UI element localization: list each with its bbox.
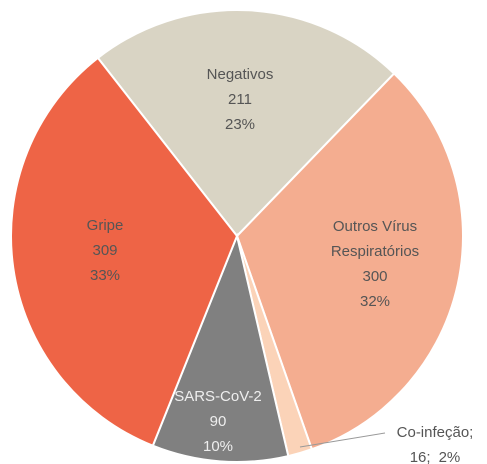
slice-label: Gripe 309 33% xyxy=(50,213,160,288)
percentage-label: 32% xyxy=(359,293,391,310)
value-label: 211 xyxy=(228,91,252,108)
value-label: 309 xyxy=(92,242,118,259)
slice-label: Negativos 211 23% xyxy=(180,62,300,137)
category-label: SARS-CoV-2 xyxy=(174,388,262,405)
value-label: 16; xyxy=(409,449,431,464)
category-label: Gripe xyxy=(86,217,124,234)
percentage-label: 33% xyxy=(89,267,121,284)
category-label: Outros Vírus Respiratórios xyxy=(330,218,420,260)
value-row: 16; 2% xyxy=(380,445,487,464)
percentage-label: 10% xyxy=(202,438,234,455)
percentage-label: 23% xyxy=(224,116,256,133)
percentage-label: 2% xyxy=(438,449,461,464)
slice-label: Outros Vírus Respiratórios 300 32% xyxy=(310,214,440,314)
pie-slice xyxy=(151,232,290,463)
value-label: 300 xyxy=(362,268,388,285)
category-label: Co-infeção; xyxy=(396,424,474,441)
slice-label: Co-infeção; 16; 2% xyxy=(380,420,487,464)
pie-slice xyxy=(96,9,396,238)
slice-label: SARS-CoV-2 90 10% xyxy=(163,384,273,459)
value-label: 90 xyxy=(209,413,227,430)
pie-slice xyxy=(10,56,239,448)
pie-slice xyxy=(235,72,464,451)
category-label: Negativos xyxy=(206,66,274,83)
leader-line xyxy=(299,432,386,448)
